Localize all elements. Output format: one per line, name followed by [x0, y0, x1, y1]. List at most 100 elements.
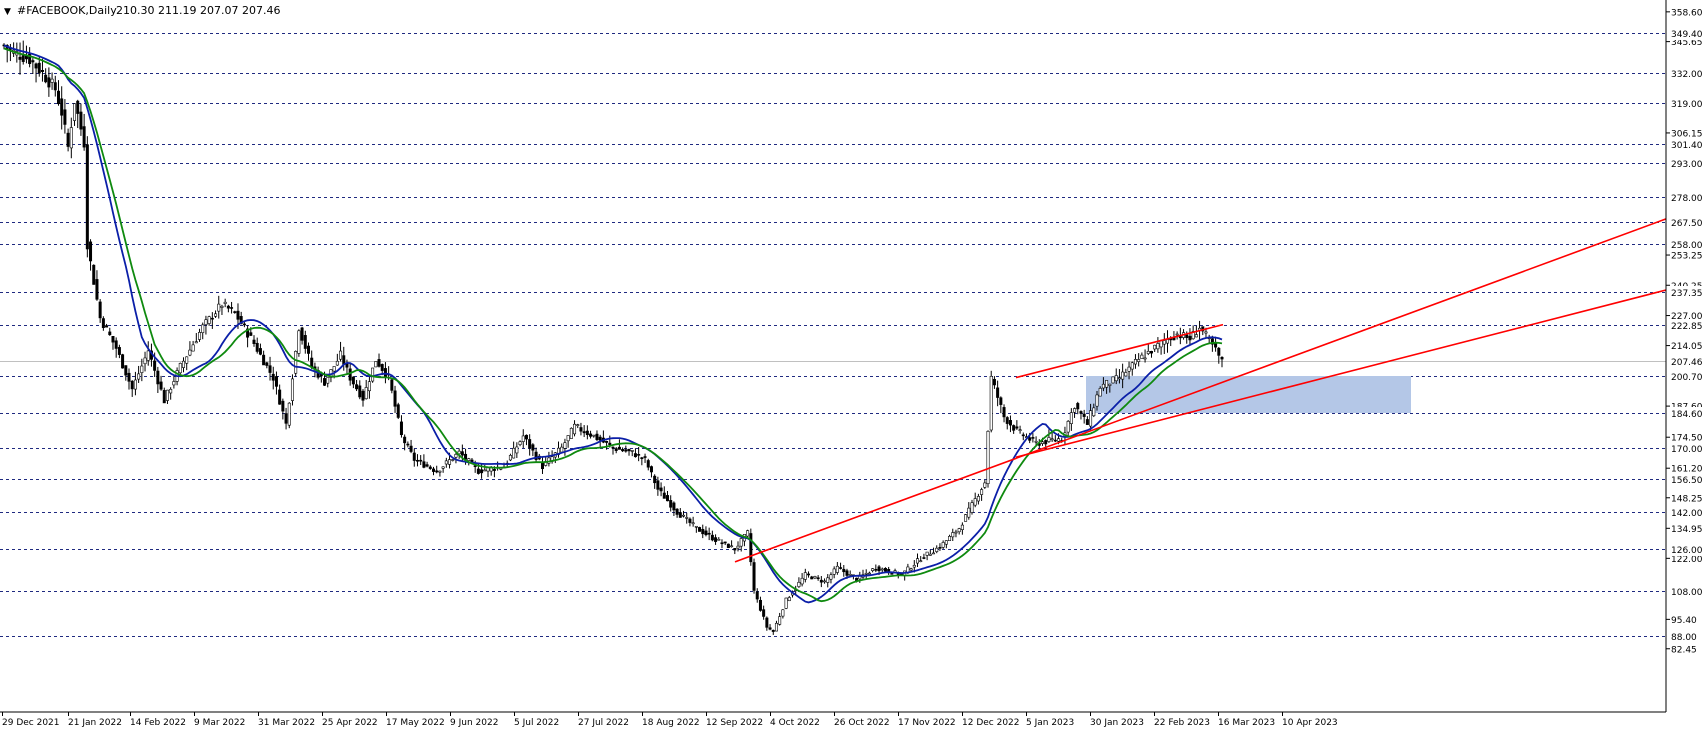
trendline[interactable] [734, 218, 1667, 563]
candle[interactable] [140, 358, 144, 382]
candle[interactable] [56, 80, 60, 106]
candle[interactable] [101, 316, 105, 331]
candle[interactable] [255, 337, 259, 354]
candle[interactable] [512, 441, 516, 459]
candle[interactable] [563, 438, 567, 456]
candle[interactable] [1117, 369, 1121, 384]
candle[interactable] [1095, 390, 1099, 411]
candle[interactable] [960, 522, 964, 535]
candle[interactable] [669, 495, 673, 512]
moving-average-green[interactable] [3, 47, 1223, 603]
candle[interactable] [53, 75, 57, 97]
candle[interactable] [451, 459, 455, 462]
candle[interactable] [633, 448, 637, 458]
candle[interactable] [755, 588, 759, 603]
candle[interactable] [774, 620, 778, 632]
candle[interactable] [954, 529, 958, 538]
candle[interactable] [34, 62, 38, 83]
candle[interactable] [181, 357, 185, 373]
candle[interactable] [694, 525, 698, 533]
candle[interactable] [422, 454, 426, 469]
candle[interactable] [124, 365, 128, 381]
candle[interactable] [589, 430, 593, 439]
candle[interactable] [1137, 353, 1141, 367]
candle[interactable] [656, 476, 660, 496]
candle[interactable] [31, 58, 35, 74]
trendline[interactable] [1015, 289, 1667, 458]
candle[interactable] [396, 402, 400, 419]
candle[interactable] [73, 103, 77, 126]
candle[interactable] [999, 396, 1003, 414]
candle[interactable] [393, 385, 397, 413]
candle[interactable] [643, 453, 647, 463]
candle[interactable] [1130, 361, 1134, 376]
candle[interactable] [271, 366, 275, 390]
support-zone[interactable] [1086, 376, 1411, 413]
candle[interactable] [217, 295, 221, 319]
candle[interactable] [739, 535, 743, 552]
candle[interactable] [566, 435, 570, 448]
candle[interactable] [996, 380, 1000, 407]
candle[interactable] [207, 315, 211, 326]
candle[interactable] [89, 239, 93, 271]
candle[interactable] [399, 415, 403, 438]
candle[interactable] [79, 103, 83, 136]
candle[interactable] [970, 499, 974, 515]
candle[interactable] [1146, 343, 1150, 356]
candle[interactable] [1121, 363, 1125, 389]
candle[interactable] [419, 455, 423, 466]
candle[interactable] [435, 465, 439, 474]
candle[interactable] [662, 486, 666, 499]
candle[interactable] [1021, 432, 1025, 441]
candle[interactable] [771, 629, 775, 635]
candle[interactable] [117, 344, 121, 359]
candle[interactable] [98, 299, 102, 323]
candle[interactable] [1175, 331, 1179, 340]
candle[interactable] [121, 353, 125, 369]
candle[interactable] [867, 571, 871, 575]
candle[interactable] [637, 447, 641, 462]
candle[interactable] [807, 571, 811, 578]
candle[interactable] [390, 378, 394, 394]
candle[interactable] [1220, 356, 1224, 368]
candle[interactable] [1217, 347, 1221, 364]
candle[interactable] [60, 86, 64, 130]
candle[interactable] [1111, 376, 1115, 384]
candle[interactable] [47, 67, 51, 97]
candle[interactable] [989, 370, 993, 433]
candle[interactable] [665, 490, 669, 502]
candle[interactable] [736, 541, 740, 552]
candle[interactable] [983, 480, 987, 489]
candle[interactable] [534, 447, 538, 463]
candle[interactable] [1114, 368, 1118, 385]
candle[interactable] [823, 578, 827, 584]
candle[interactable] [848, 570, 852, 576]
candle[interactable] [880, 567, 884, 573]
candle[interactable] [1012, 424, 1016, 434]
candle[interactable] [707, 527, 711, 541]
candle[interactable] [403, 434, 407, 451]
candle[interactable] [704, 526, 708, 537]
candle[interactable] [335, 353, 339, 366]
candle[interactable] [274, 371, 278, 395]
candle[interactable] [367, 374, 371, 399]
candle[interactable] [278, 384, 282, 405]
candle[interactable] [1079, 410, 1083, 420]
candle[interactable] [992, 376, 996, 389]
candle[interactable] [258, 343, 262, 356]
candle[interactable] [723, 541, 727, 546]
candle[interactable] [915, 553, 919, 568]
candle[interactable] [710, 530, 714, 542]
candle[interactable] [1050, 431, 1054, 442]
candle[interactable] [1133, 354, 1137, 369]
candle[interactable] [172, 375, 176, 389]
candle[interactable] [377, 353, 381, 368]
trendline[interactable] [1015, 323, 1224, 379]
candle[interactable] [454, 452, 458, 464]
candle[interactable] [922, 553, 926, 560]
candle[interactable] [778, 612, 782, 626]
candle[interactable] [95, 270, 99, 301]
candle[interactable] [835, 562, 839, 575]
candle[interactable] [803, 568, 807, 583]
candle[interactable] [156, 366, 160, 394]
